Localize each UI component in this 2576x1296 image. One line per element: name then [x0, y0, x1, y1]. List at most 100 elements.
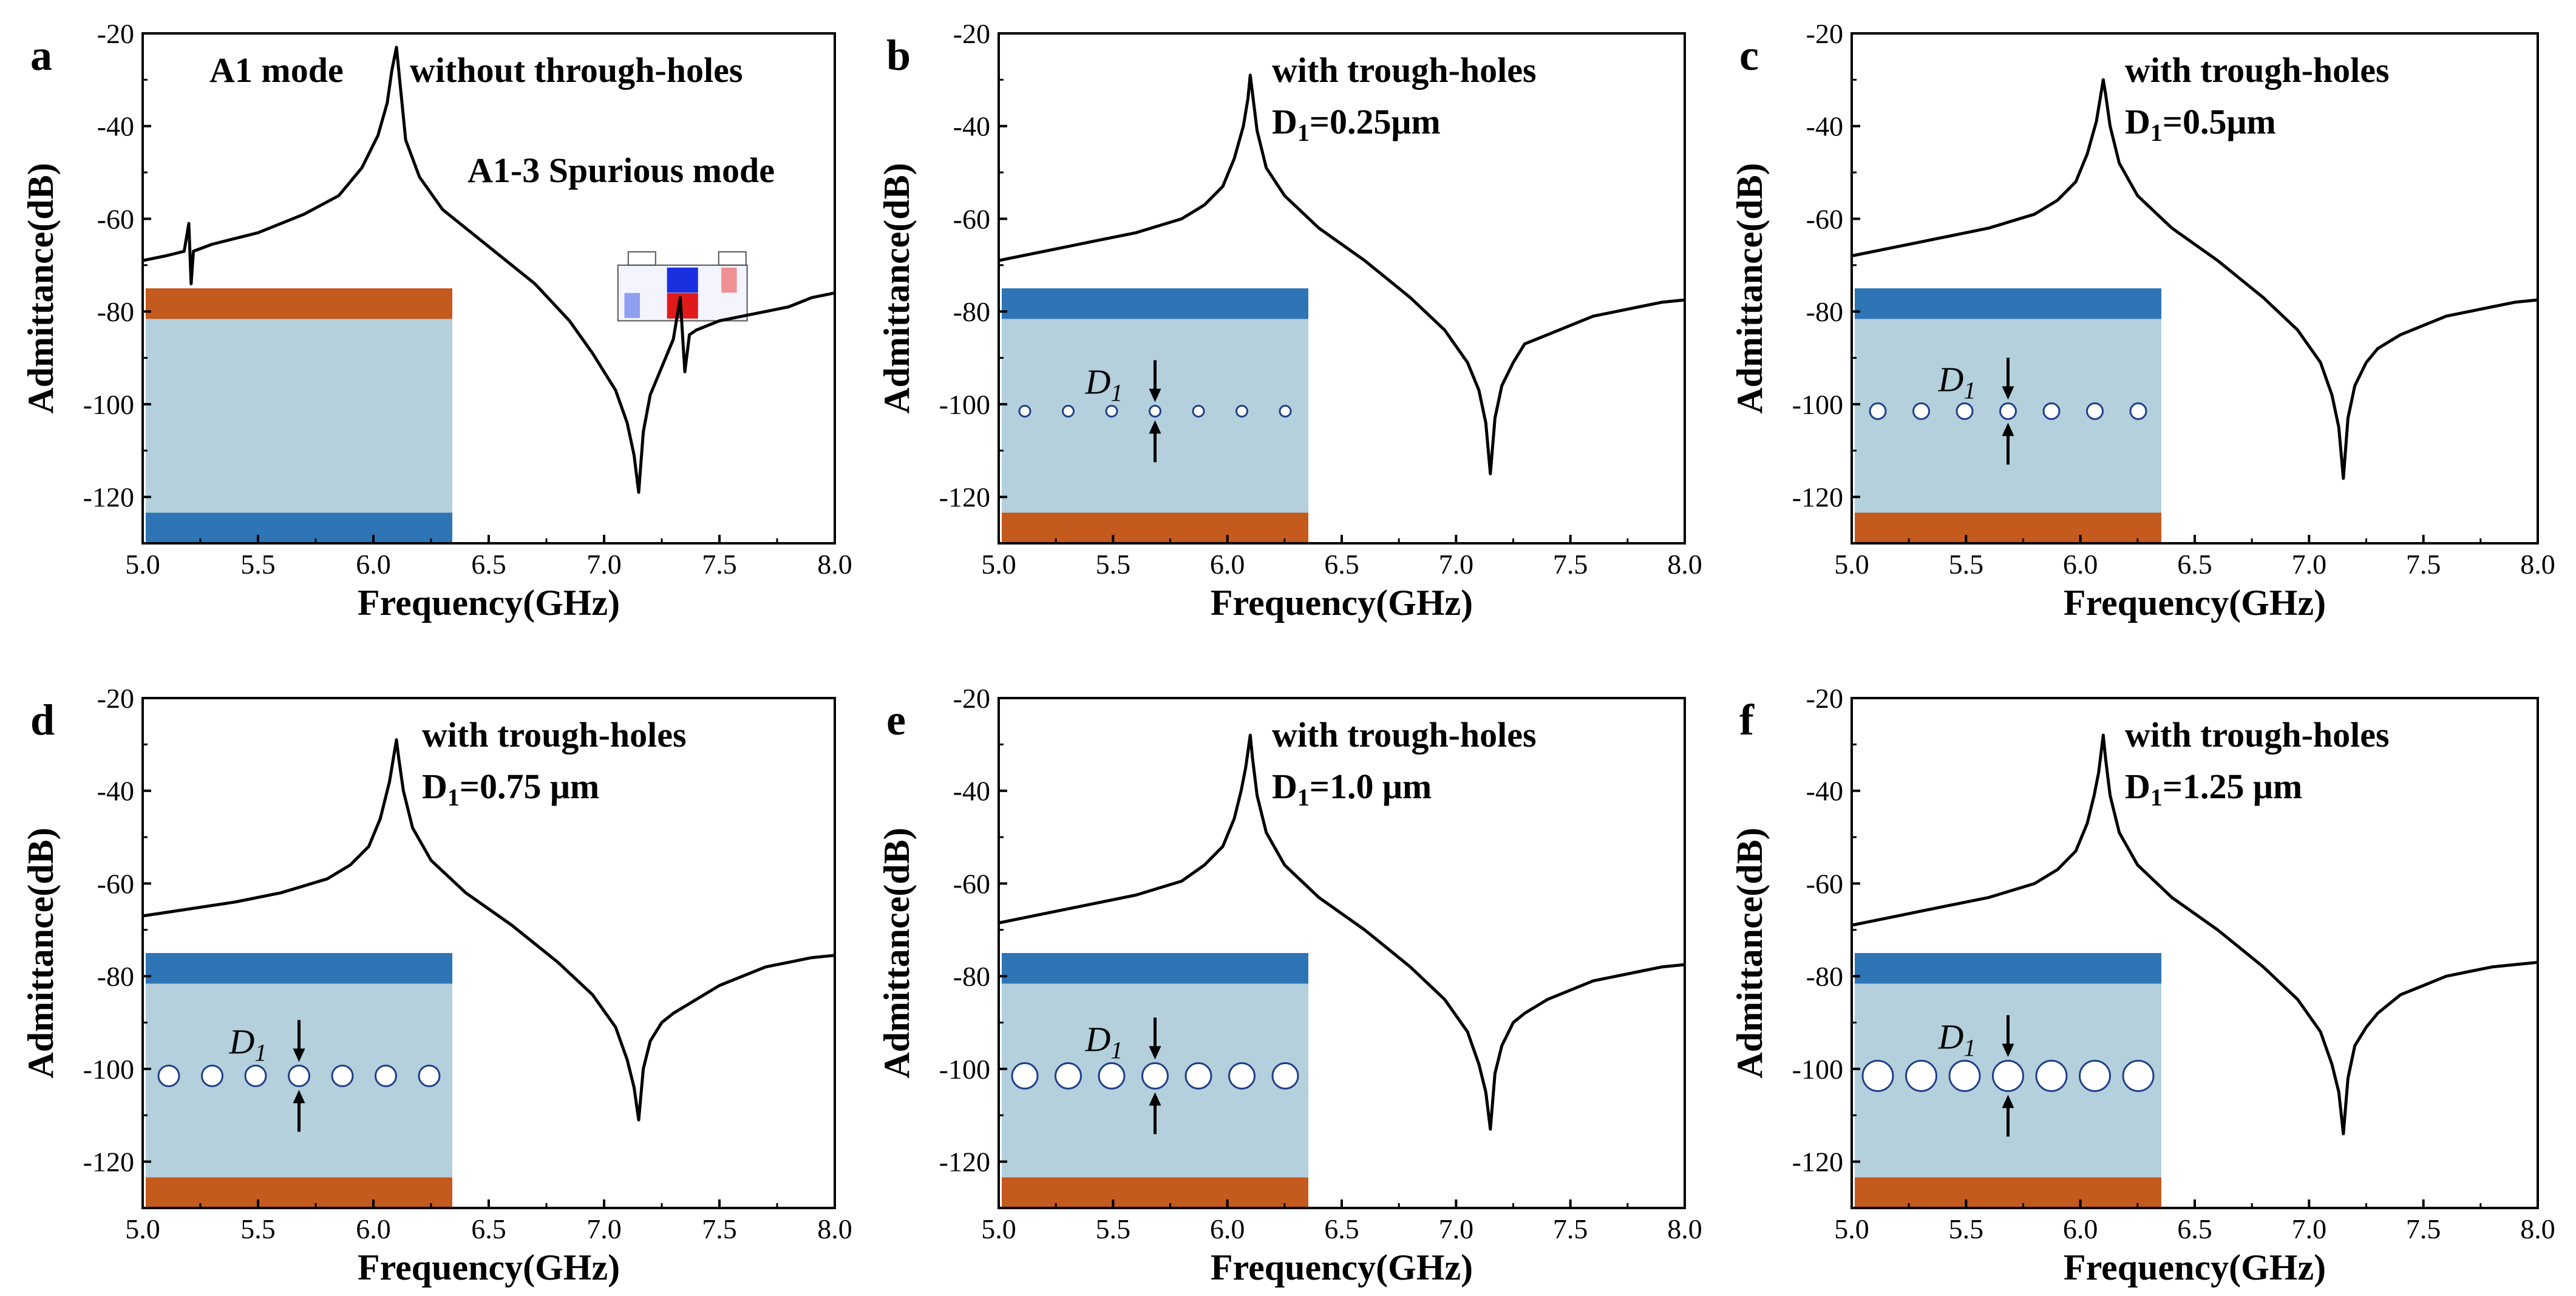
- inset-through-hole: [1948, 1059, 1981, 1092]
- inset-through-hole: [1235, 404, 1248, 418]
- inset-top-layer: [1855, 288, 2161, 319]
- inset-arrowhead-up: [2002, 1094, 2014, 1108]
- x-tick-label: 5.5: [1949, 1213, 1984, 1244]
- inset-through-hole: [1105, 404, 1118, 418]
- inset-through-hole: [201, 1064, 223, 1087]
- y-tick-label: -60: [1806, 868, 1843, 899]
- inset-through-hole: [1869, 402, 1887, 420]
- x-tick-label: 7.5: [2406, 549, 2441, 580]
- inset-through-hole: [2122, 1059, 2155, 1092]
- y-tick-label: -20: [97, 18, 134, 49]
- y-tick-label: -80: [97, 961, 134, 992]
- y-tick-label: -100: [83, 389, 134, 420]
- inset-through-hole: [288, 1064, 310, 1087]
- d1-symbol: D: [1085, 362, 1111, 401]
- x-tick-label: 8.0: [2520, 549, 2555, 580]
- inset-top-layer: [146, 288, 452, 319]
- y-tick-label: -80: [1806, 296, 1843, 327]
- annotation-diameter: D1=1.0 μm: [1272, 767, 1432, 811]
- inset-through-hole: [418, 1064, 441, 1087]
- x-tick-label: 6.0: [356, 549, 391, 580]
- y-axis-label: Admittance(dB): [21, 827, 61, 1078]
- diameter-symbol: D: [2125, 767, 2150, 806]
- inset-through-hole: [2086, 402, 2104, 420]
- inset-through-hole: [1992, 1059, 2024, 1092]
- inset-arrowhead-down: [2002, 1043, 2014, 1057]
- x-tick-label: 5.0: [981, 1213, 1016, 1244]
- x-tick-label: 6.0: [2063, 549, 2098, 580]
- x-axis-label: Frequency(GHz): [358, 1247, 620, 1288]
- y-tick-label: -120: [939, 482, 990, 513]
- admittance-curve: [1851, 78, 2538, 480]
- x-tick-label: 6.0: [2063, 1213, 2098, 1244]
- inset-bottom-layer: [146, 512, 452, 543]
- annotation-diameter: D1=0.75 μm: [422, 767, 599, 811]
- inset-bottom-layer: [1002, 1177, 1308, 1208]
- x-tick-label: 7.0: [1439, 1213, 1474, 1244]
- x-tick-label: 7.5: [702, 549, 737, 580]
- x-tick-label: 6.5: [1324, 1213, 1359, 1244]
- annotation-with-holes: with trough-holes: [2125, 715, 2390, 755]
- annotation-diameter: D1=0.25μm: [1272, 102, 1441, 146]
- admittance-curve: [998, 733, 1685, 1131]
- y-tick-label: -100: [1792, 1054, 1843, 1085]
- x-tick-label: 8.0: [1667, 1213, 1702, 1244]
- inset-arrowhead-down: [1149, 388, 1161, 402]
- inset-d1-label: D1: [1085, 1019, 1123, 1064]
- inset-through-hole: [1149, 404, 1161, 418]
- panel-letter: c: [1739, 31, 1759, 80]
- x-tick-label: 6.0: [356, 1213, 391, 1244]
- y-tick-label: -80: [953, 296, 990, 327]
- y-tick-label: -40: [97, 776, 134, 807]
- d1-subscript: 1: [254, 1039, 267, 1066]
- inset-schematic: D1: [1855, 953, 2161, 1208]
- y-tick-label: -60: [953, 868, 990, 899]
- inset-schematic: D1: [1855, 288, 2161, 543]
- panel-letter: a: [30, 31, 52, 80]
- inset-bottom-layer: [1002, 512, 1308, 543]
- admittance-curve: [142, 738, 835, 1122]
- x-tick-label: 5.5: [1949, 549, 1984, 580]
- inset-arrowhead-down: [2002, 386, 2014, 400]
- inset-arrowhead-down: [293, 1048, 305, 1062]
- inset-through-hole: [1228, 1062, 1256, 1090]
- inset-top-layer: [146, 953, 452, 984]
- d1-subscript: 1: [1963, 1034, 1976, 1061]
- x-tick-label: 5.0: [125, 1213, 160, 1244]
- panel-d: D15.0 5.5 6.0 6.5 7.0 7.5 8.0-20-40-60-80-100-…: [21, 683, 852, 1288]
- x-tick-label: 7.5: [1553, 1213, 1588, 1244]
- x-tick-label: 6.0: [1210, 1213, 1245, 1244]
- y-tick-label: -120: [1792, 482, 1843, 513]
- annotation-with-holes: with trough-holes: [1272, 715, 1537, 755]
- x-tick-label: 6.5: [2177, 549, 2212, 580]
- inset-top-layer: [1855, 953, 2161, 984]
- inset-d1-label: D1: [1938, 359, 1976, 404]
- x-tick-label: 7.0: [586, 1213, 622, 1244]
- annotation-with-holes: with trough-holes: [1272, 50, 1537, 90]
- x-tick-label: 6.5: [471, 549, 506, 580]
- annotation-with-holes: with trough-holes: [422, 715, 687, 755]
- diameter-symbol: D: [1272, 767, 1297, 806]
- inset-arrowhead-up: [2002, 422, 2014, 436]
- inset-through-hole: [1098, 1062, 1126, 1090]
- y-tick-label: -40: [953, 111, 990, 142]
- panel-f: D15.0 5.5 6.0 6.5 7.0 7.5 8.0-20-40-60-80-100-…: [1730, 683, 2555, 1288]
- panel-letter: e: [886, 696, 906, 744]
- x-tick-label: 8.0: [2520, 1213, 2555, 1244]
- d1-symbol: D: [1938, 359, 1964, 399]
- inset-through-hole: [2035, 1059, 2068, 1092]
- annotation-spurious-mode: A1-3 Spurious mode: [467, 151, 775, 190]
- inset-through-hole: [2079, 1059, 2111, 1092]
- y-axis-label: Admittance(dB): [1730, 163, 1770, 413]
- inset-through-hole: [1912, 402, 1930, 420]
- x-tick-label: 5.5: [1096, 549, 1131, 580]
- inset-schematic: [146, 288, 452, 543]
- diameter-symbol: D: [2125, 102, 2150, 141]
- y-tick-label: -100: [83, 1054, 134, 1085]
- annotation-a1-mode: A1 mode: [209, 50, 344, 90]
- panel-letter: b: [886, 31, 911, 80]
- inset-through-hole: [1055, 1062, 1082, 1090]
- x-axis-label: Frequency(GHz): [1211, 583, 1473, 623]
- inset-film-layer: [146, 288, 452, 543]
- x-tick-label: 8.0: [817, 1213, 852, 1244]
